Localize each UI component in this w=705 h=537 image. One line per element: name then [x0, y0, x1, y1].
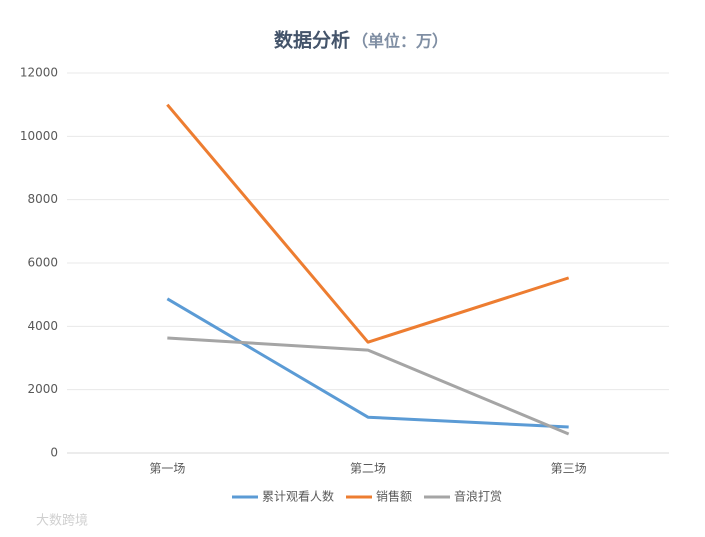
legend-label: 音浪打赏 [454, 489, 502, 504]
legend-label: 销售额 [376, 489, 412, 504]
y-tick-label: 10000 [20, 129, 58, 143]
legend-label: 累计观看人数 [262, 489, 334, 504]
y-tick-label: 0 [50, 446, 58, 460]
unit-note: （单位：万） [352, 32, 448, 51]
line-series [166, 103, 570, 344]
y-tick-label: 4000 [27, 319, 58, 333]
x-tick-label: 第一场 [149, 462, 185, 476]
y-tick-label: 8000 [27, 192, 58, 206]
line-series [167, 336, 570, 436]
y-tick-label: 12000 [20, 66, 58, 80]
chart-title: 数据分析 [274, 29, 350, 52]
x-tick-label: 第二场 [350, 462, 386, 476]
y-tick-label: 6000 [27, 256, 58, 270]
x-tick-label: 第三场 [551, 462, 587, 476]
watermark: 大数跨境 [36, 514, 88, 529]
line-series [166, 297, 569, 429]
y-tick-label: 2000 [27, 382, 58, 396]
